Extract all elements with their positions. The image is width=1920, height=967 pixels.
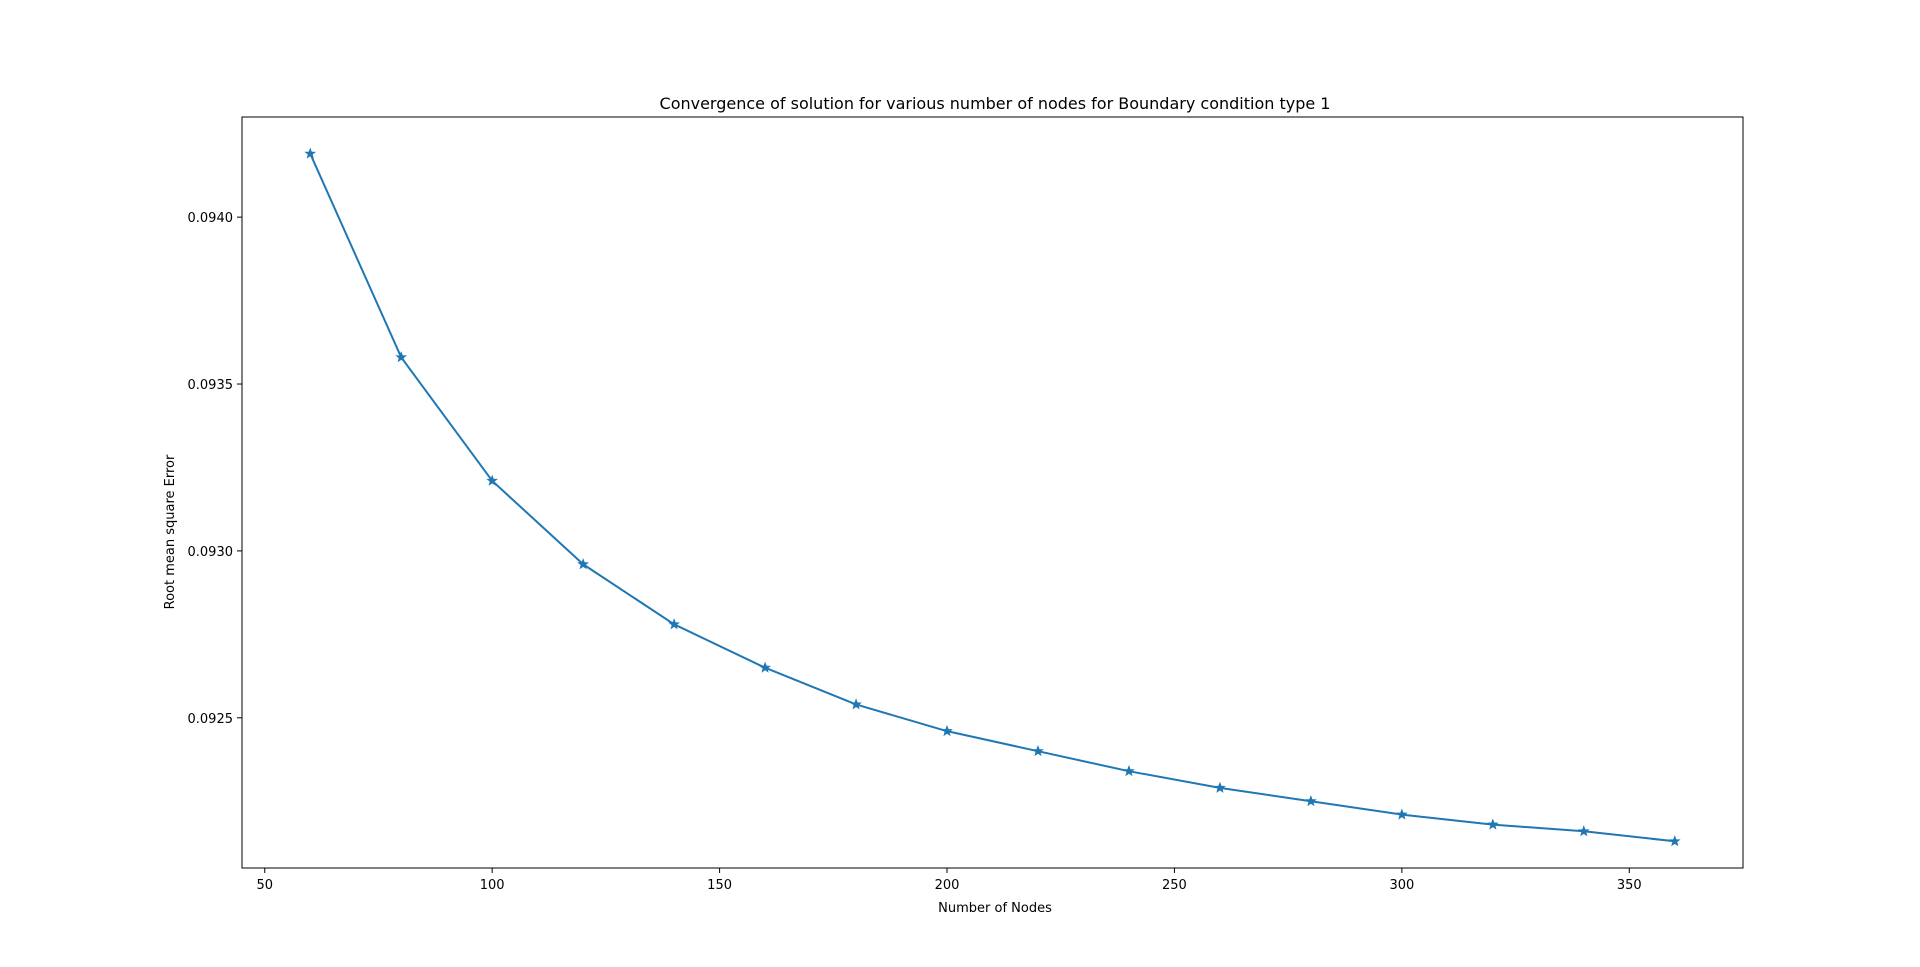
data-point: [1123, 765, 1135, 777]
x-tick-label: 350: [1617, 878, 1642, 893]
plot-frame: [241, 116, 1744, 869]
data-point: [1396, 808, 1408, 820]
y-tick-label: 0.0925: [188, 712, 234, 727]
data-point: [759, 661, 771, 673]
data-point: [941, 725, 953, 737]
y-tick-label: 0.0930: [188, 545, 234, 560]
x-tick-label: 200: [935, 878, 960, 893]
x-tick-label: 150: [707, 878, 732, 893]
series-line: [309, 153, 1675, 843]
data-point: [668, 618, 680, 630]
data-point: [486, 474, 499, 486]
y-tick-label: 0.0940: [188, 211, 234, 226]
data-point: [577, 558, 589, 570]
x-axis-ticks: 50 100 150 200 250 300 350: [256, 868, 1642, 893]
data-point: [1305, 795, 1317, 807]
y-tick-label: 0.0935: [188, 378, 234, 393]
y-axis-label: Root mean square Error: [163, 454, 178, 609]
plot-area: [241, 116, 1744, 869]
x-tick-label: 50: [256, 878, 273, 893]
data-point: [1032, 745, 1044, 757]
x-tick-label: 300: [1389, 878, 1414, 893]
data-point: [304, 147, 317, 159]
series-layer: [304, 147, 1681, 847]
x-axis-label: Number of Nodes: [938, 901, 1052, 916]
y-axis-ticks: 0.0925 0.0930 0.0935 0.0940: [188, 211, 242, 727]
data-point: [1577, 825, 1590, 837]
x-tick-label: 100: [480, 878, 505, 893]
data-point: [395, 351, 408, 363]
data-point: [1668, 835, 1681, 847]
data-point: [850, 698, 862, 710]
data-point: [1214, 781, 1226, 793]
x-tick-label: 250: [1162, 878, 1187, 893]
data-point: [1486, 818, 1499, 830]
chart-title: Convergence of solution for various numb…: [660, 94, 1331, 113]
